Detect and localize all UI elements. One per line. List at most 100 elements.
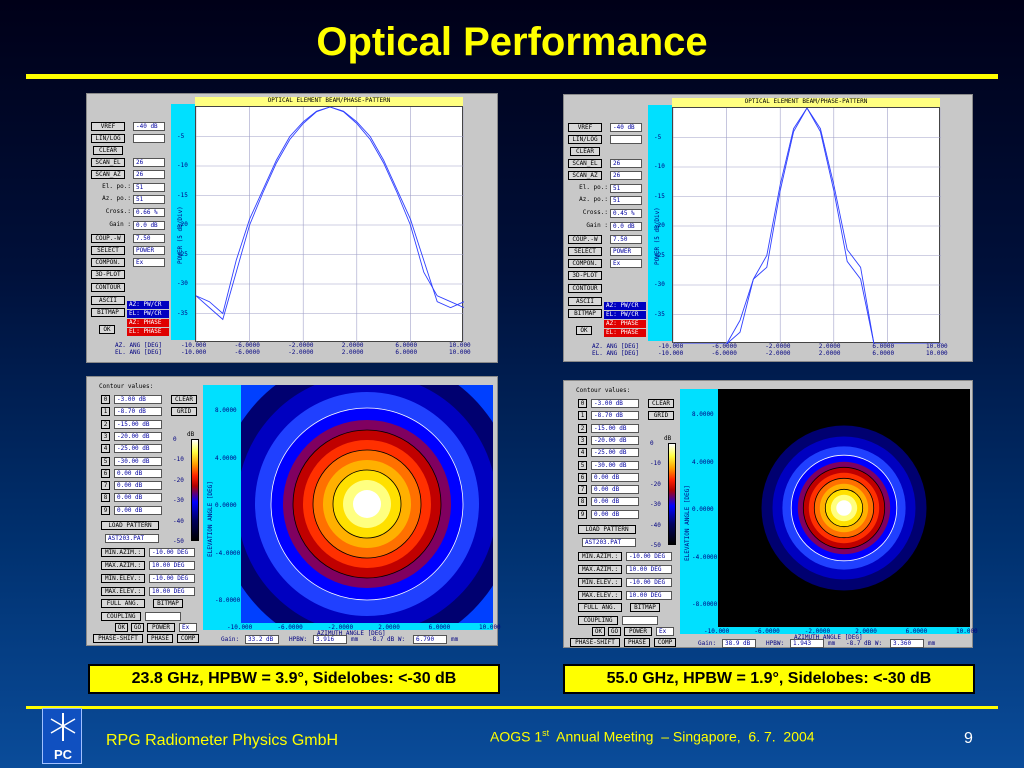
ok-button[interactable]: OK	[576, 326, 592, 335]
coupling-button[interactable]: COUPLING	[101, 612, 141, 621]
grid-button[interactable]: GRID	[648, 411, 674, 420]
contour-level-field[interactable]: 0.00 dB	[114, 468, 162, 478]
phase-button[interactable]: PHASE	[147, 634, 173, 643]
contour-level-field[interactable]: -8.70 dB	[114, 407, 162, 417]
ok-button[interactable]: OK	[592, 627, 605, 636]
level-index-button[interactable]: 7	[578, 485, 587, 495]
select-button[interactable]: SELECT	[91, 246, 125, 255]
gain-value-field[interactable]: 0.0 dB	[610, 222, 642, 231]
clear-button[interactable]: CLEAR	[171, 395, 197, 404]
linlog-button[interactable]: LIN/LOG	[568, 135, 602, 144]
bitmap-button[interactable]: BITMAP	[153, 599, 183, 608]
compon-button[interactable]: COMPON.	[568, 259, 602, 268]
az-pwcr-tag[interactable]: AZ: PW/CR	[127, 301, 169, 309]
min-elev-field[interactable]: -10.00 DEG	[626, 578, 672, 587]
level-index-button[interactable]: 7	[101, 481, 110, 491]
cross-value-field[interactable]: 0.45 %	[610, 209, 642, 218]
compon-value-field[interactable]: Ex	[610, 259, 642, 268]
level-index-button[interactable]: 3	[101, 431, 110, 441]
ascii-button[interactable]: ASCII	[568, 297, 602, 306]
ok-button[interactable]: OK	[115, 623, 128, 632]
el-phase-tag[interactable]: EL: PHASE	[127, 328, 169, 336]
contour-level-field[interactable]: 0.00 dB	[114, 493, 162, 503]
select-button[interactable]: SELECT	[568, 247, 602, 256]
contour-level-field[interactable]: -20.00 dB	[114, 431, 162, 441]
plot3d-button[interactable]: 3D-PLOT	[568, 271, 602, 280]
contour-level-field[interactable]: 0.00 dB	[591, 485, 639, 495]
level-index-button[interactable]: 8	[101, 493, 110, 503]
compon-value-field[interactable]: Ex	[133, 258, 165, 267]
clear-button[interactable]: CLEAR	[93, 146, 123, 155]
level-index-button[interactable]: 2	[101, 419, 110, 429]
min-elev-button[interactable]: MIN.ELEV.:	[578, 578, 622, 587]
bitmap-button[interactable]: BITMAP	[91, 308, 125, 317]
contour-level-field[interactable]: -15.00 dB	[114, 419, 162, 429]
scan-az-button[interactable]: SCAN_AZ	[91, 170, 125, 179]
contour-level-field[interactable]: -20.00 dB	[591, 435, 639, 445]
contour-level-field[interactable]: 0.00 dB	[114, 505, 162, 515]
coup-value-field[interactable]: 7.50	[610, 235, 642, 244]
linlog-value-field[interactable]	[610, 135, 642, 144]
scan-el-value-field[interactable]: 26	[610, 159, 642, 168]
level-index-button[interactable]: 5	[101, 456, 110, 466]
ex-field[interactable]: Ex	[179, 623, 197, 632]
full-ang-button[interactable]: FULL ANG.	[578, 603, 622, 612]
plot3d-button[interactable]: 3D-PLOT	[91, 270, 125, 279]
linlog-value-field[interactable]	[133, 134, 165, 143]
level-index-button[interactable]: 3	[578, 435, 587, 445]
comp-button[interactable]: COMP	[654, 638, 676, 647]
contour-button[interactable]: CONTOUR	[568, 284, 602, 293]
bitmap-button[interactable]: BITMAP	[630, 603, 660, 612]
contour-level-field[interactable]: 0.00 dB	[591, 509, 639, 519]
full-ang-button[interactable]: FULL ANG.	[101, 599, 145, 608]
max-azim-button[interactable]: MAX.AZIM.:	[101, 561, 145, 570]
contour-level-field[interactable]: 0.00 dB	[591, 472, 639, 482]
el-phase-tag[interactable]: EL: PHASE	[604, 329, 646, 337]
vref-button[interactable]: VREF	[91, 122, 125, 131]
level-index-button[interactable]: 6	[101, 468, 110, 478]
level-index-button[interactable]: 0	[578, 399, 587, 408]
phase-button[interactable]: PHASE	[624, 638, 650, 647]
phase-shift-button[interactable]: PHASE-SHIFT	[93, 634, 143, 643]
scan-el-button[interactable]: SCAN_EL	[568, 159, 602, 168]
coup-button[interactable]: COUP.-W	[568, 235, 602, 244]
level-index-button[interactable]: 9	[578, 509, 587, 519]
power-button[interactable]: POWER	[624, 627, 652, 636]
az-phase-tag[interactable]: AZ: PHASE	[604, 320, 646, 328]
clear-button[interactable]: CLEAR	[570, 147, 600, 156]
ok-button[interactable]: OK	[99, 325, 115, 334]
el-po-value-field[interactable]: 51	[133, 183, 165, 192]
pattern-file-field[interactable]: AST203.PAT	[105, 534, 159, 543]
contour-level-field[interactable]: -30.00 dB	[591, 460, 639, 470]
level-index-button[interactable]: 4	[101, 444, 110, 454]
coup-value-field[interactable]: 7.50	[133, 234, 165, 243]
level-index-button[interactable]: 1	[101, 407, 110, 417]
coupling-button[interactable]: COUPLING	[578, 616, 618, 625]
contour-level-field[interactable]: -30.00 dB	[114, 456, 162, 466]
go-button[interactable]: GO	[608, 627, 621, 636]
scan-el-button[interactable]: SCAN_EL	[91, 158, 125, 167]
el-pwcr-tag[interactable]: EL: PW/CR	[127, 310, 169, 318]
gain-value-field[interactable]: 0.0 dB	[133, 221, 165, 230]
min-elev-field[interactable]: -10.00 DEG	[149, 574, 195, 583]
min-azim-button[interactable]: MIN.AZIM.:	[578, 552, 622, 561]
vref-value-field[interactable]: -40 dB	[610, 123, 642, 132]
select-value-field[interactable]: POWER	[133, 246, 165, 255]
min-azim-field[interactable]: -10.00 DEG	[626, 552, 672, 561]
min-azim-field[interactable]: -10.00 DEG	[149, 548, 195, 557]
scan-az-value-field[interactable]: 26	[610, 171, 642, 180]
scan-az-button[interactable]: SCAN_AZ	[568, 171, 602, 180]
level-index-button[interactable]: 1	[578, 411, 587, 421]
contour-level-field[interactable]: -25.00 dB	[591, 448, 639, 458]
grid-button[interactable]: GRID	[171, 407, 197, 416]
min-elev-button[interactable]: MIN.ELEV.:	[101, 574, 145, 583]
level-index-button[interactable]: 2	[578, 423, 587, 433]
pattern-file-field[interactable]: AST203.PAT	[582, 538, 636, 547]
contour-level-field[interactable]: -15.00 dB	[591, 423, 639, 433]
level-index-button[interactable]: 9	[101, 505, 110, 515]
max-elev-field[interactable]: 10.00 DEG	[149, 587, 195, 596]
compon-button[interactable]: COMPON.	[91, 258, 125, 267]
az-po-value-field[interactable]: 51	[133, 195, 165, 204]
comp-button[interactable]: COMP	[177, 634, 199, 643]
min-azim-button[interactable]: MIN.AZIM.:	[101, 548, 145, 557]
